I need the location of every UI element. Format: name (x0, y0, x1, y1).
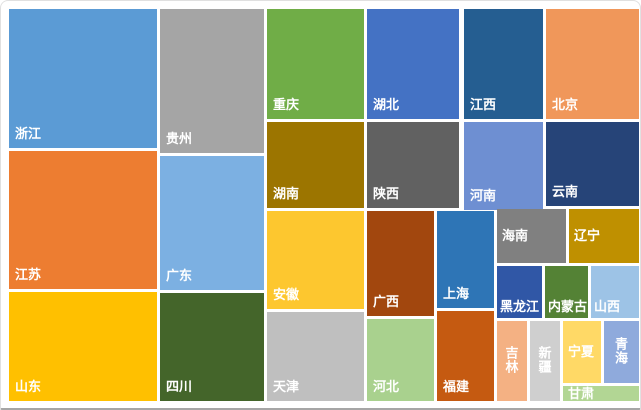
treemap-tile[interactable]: 江西 (464, 9, 543, 119)
treemap-tile[interactable]: 黑龙江 (497, 266, 542, 318)
tile-label: 贵州 (166, 130, 193, 146)
tile-label: 四川 (166, 378, 193, 394)
treemap-tile[interactable]: 山西 (591, 266, 639, 318)
treemap-tile[interactable]: 江苏 (9, 151, 157, 289)
treemap-tile[interactable]: 吉 林 (497, 321, 527, 401)
treemap-tile[interactable]: 云南 (546, 122, 639, 206)
tile-label: 重庆 (273, 96, 300, 112)
tile-label: 云南 (552, 183, 579, 199)
tile-label: 广西 (373, 293, 400, 309)
treemap-tile[interactable]: 北京 (546, 9, 639, 119)
tile-label: 吉 林 (505, 345, 519, 375)
treemap-tile[interactable]: 湖南 (267, 122, 364, 208)
tile-label: 天津 (273, 378, 300, 394)
treemap-tile[interactable]: 广西 (367, 211, 434, 316)
tile-label: 山西 (594, 298, 621, 314)
treemap-tile[interactable]: 天津 (267, 312, 364, 401)
treemap-tile[interactable]: 上海 (437, 211, 494, 308)
treemap-tile[interactable]: 青 海 (604, 321, 639, 383)
tile-label: 内蒙古 (548, 298, 588, 314)
treemap-tile[interactable]: 海南 (497, 209, 566, 263)
treemap-tile[interactable]: 山东 (9, 292, 157, 401)
tile-label: 新 疆 (538, 345, 552, 375)
tile-label: 陕西 (373, 185, 400, 201)
tile-label: 河北 (373, 378, 400, 394)
tile-label: 湖北 (373, 96, 400, 112)
treemap-tile[interactable]: 重庆 (267, 9, 364, 119)
treemap-tile[interactable]: 浙江 (9, 9, 157, 148)
treemap-tile[interactable]: 辽宁 (569, 209, 639, 263)
treemap-tile[interactable]: 河南 (464, 122, 543, 210)
tile-label: 黑龙江 (500, 298, 540, 314)
tile-label: 甘肃 (568, 385, 595, 401)
treemap-tile[interactable]: 广东 (160, 156, 264, 290)
tile-label: 湖南 (273, 185, 300, 201)
treemap-tile[interactable]: 河北 (367, 319, 434, 401)
treemap-tile[interactable]: 福建 (437, 311, 494, 401)
tile-label: 山东 (15, 378, 42, 394)
treemap-tile[interactable]: 贵州 (160, 9, 264, 153)
tile-label: 安徽 (273, 286, 300, 302)
treemap-tile[interactable]: 四川 (160, 293, 264, 401)
tile-label: 广东 (166, 267, 193, 283)
tile-label: 海南 (502, 227, 529, 243)
tile-label: 青 海 (614, 336, 629, 366)
tile-label: 河南 (470, 187, 497, 203)
treemap-tile[interactable]: 宁夏 (563, 321, 601, 383)
tile-label: 辽宁 (574, 227, 601, 243)
tile-label: 宁夏 (568, 343, 595, 359)
tile-label: 江西 (470, 96, 497, 112)
treemap-tile[interactable]: 安徽 (267, 211, 364, 309)
treemap-tile[interactable]: 内蒙古 (545, 266, 588, 318)
tile-label: 江苏 (15, 266, 42, 282)
tile-label: 北京 (552, 96, 579, 112)
treemap-tile[interactable]: 新 疆 (530, 321, 560, 401)
treemap-tile[interactable]: 陕西 (367, 122, 459, 208)
tile-label: 浙江 (15, 125, 42, 141)
tile-label: 福建 (443, 378, 470, 394)
treemap-tile[interactable]: 甘肃 (563, 386, 639, 401)
treemap-tile[interactable]: 湖北 (367, 9, 459, 119)
tile-label: 上海 (443, 285, 470, 301)
